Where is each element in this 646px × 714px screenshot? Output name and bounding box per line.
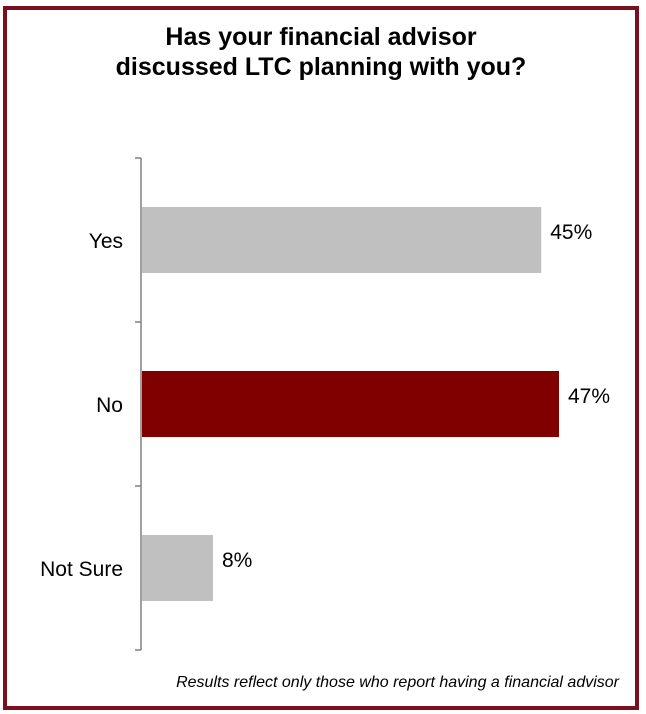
chart-title: Has your financial advisor discussed LTC… — [7, 22, 635, 82]
bar-no — [142, 371, 559, 437]
footnote: Results reflect only those who report ha… — [176, 674, 619, 691]
category-label: Yes — [89, 230, 123, 253]
bar-chart: Yes 45% No 47% Not Sure 8% — [40, 157, 610, 651]
chart-title-line-1: Has your financial advisor — [165, 23, 477, 51]
chart-frame: Has your financial advisor discussed LTC… — [3, 6, 639, 710]
bar-not-sure — [142, 535, 213, 601]
bar-yes — [142, 207, 542, 273]
category-label: Not Sure — [40, 558, 123, 581]
chart-title-line-2: discussed LTC planning with you? — [115, 53, 527, 81]
value-label: 45% — [550, 221, 592, 244]
axis-layer — [135, 157, 142, 651]
category-label: No — [96, 394, 123, 417]
labels-layer: Yes 45% No 47% Not Sure 8% — [40, 221, 610, 581]
bars-layer — [142, 207, 559, 601]
value-label: 8% — [222, 549, 252, 572]
value-label: 47% — [568, 385, 610, 408]
